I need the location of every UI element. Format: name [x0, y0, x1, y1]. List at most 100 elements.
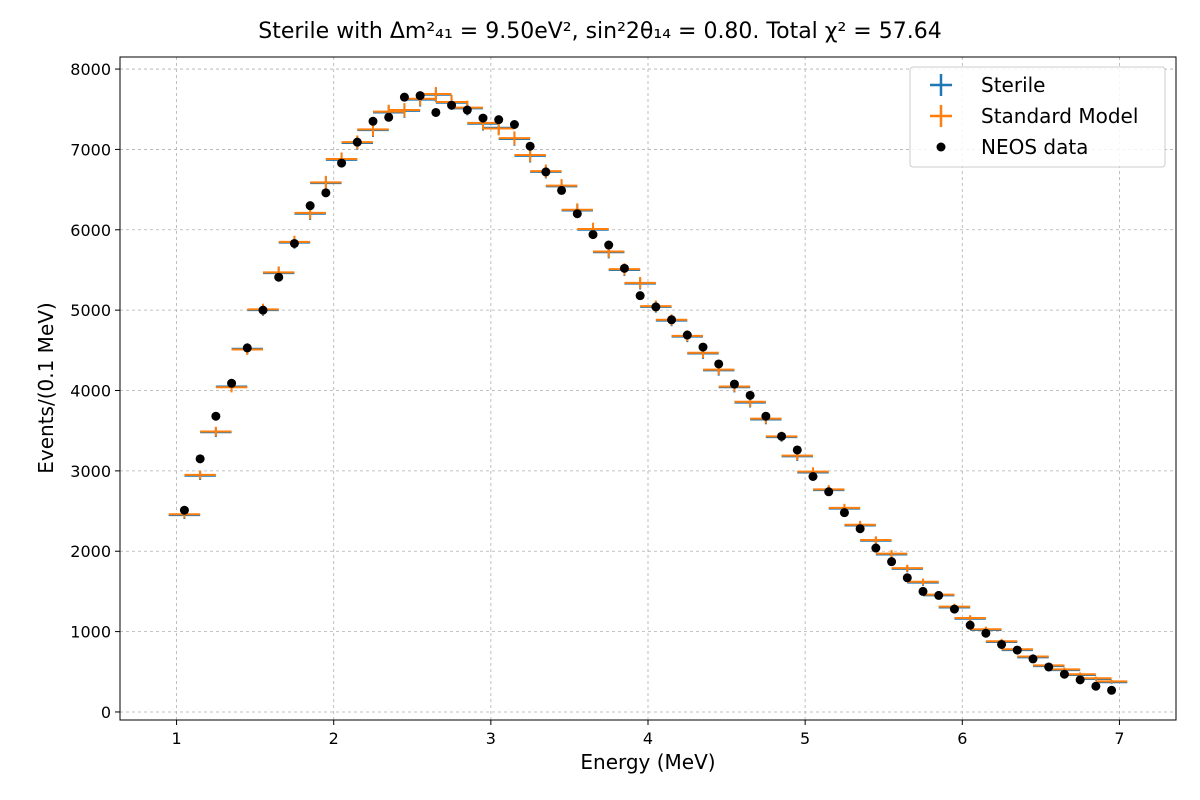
standard-model-point: [907, 578, 939, 586]
neos-data-marker: [305, 201, 315, 211]
neos-data-marker: [667, 315, 677, 325]
x-tick-label: 3: [486, 729, 496, 748]
standard-model-point: [860, 536, 892, 544]
neos-data-marker: [541, 167, 551, 177]
chart-title: Sterile with Δm²₄₁ = 9.50eV², sin²2θ₁₄ =…: [258, 19, 941, 44]
data-marks: [168, 86, 1128, 695]
neos-data-marker: [698, 342, 708, 352]
neos-data-marker: [572, 209, 582, 219]
neos-data-marker: [447, 100, 457, 110]
neos-data-marker: [211, 411, 221, 421]
standard-model-point: [498, 131, 531, 145]
neos-data-marker: [1091, 681, 1101, 691]
neos-data-marker: [635, 291, 645, 301]
x-tick-label: 2: [329, 729, 339, 748]
standard-model-point: [310, 175, 342, 189]
standard-model-point: [388, 103, 421, 117]
y-tick-label: 1000: [70, 623, 111, 642]
y-tick-label: 6000: [70, 221, 111, 240]
neos-data-marker: [965, 620, 975, 630]
neos-data-marker: [384, 112, 394, 122]
y-tick-label: 8000: [70, 60, 111, 79]
neos-data-marker: [227, 378, 237, 388]
neos-data-marker: [1059, 669, 1069, 679]
neos-data-marker: [839, 508, 849, 518]
neos-data-marker: [337, 158, 347, 168]
neos-data-marker: [981, 628, 991, 638]
standard-model-point: [891, 564, 923, 572]
legend-standard-model-label: Standard Model: [981, 104, 1138, 128]
neos-data-marker: [431, 107, 441, 117]
standard-model-point: [184, 470, 216, 480]
neos-data-marker: [714, 359, 724, 369]
neos-data-marker: [887, 557, 897, 567]
neos-data-marker: [918, 586, 928, 596]
standard-model-point: [875, 550, 908, 558]
neos-data-marker: [604, 240, 614, 250]
y-tick-label: 4000: [70, 382, 111, 401]
neos-data-marker: [729, 379, 739, 389]
neos-data-marker: [855, 524, 865, 534]
neos-data-marker: [557, 185, 567, 195]
y-axis-label: Events/(0.1 MeV): [34, 302, 58, 473]
neos-data-marker: [1044, 662, 1054, 672]
neos-data-marker: [478, 113, 488, 123]
neos-data-marker: [588, 230, 598, 240]
standard-model-point: [954, 615, 986, 621]
neos-data-marker: [808, 471, 818, 481]
legend-neos-data-label: NEOS data: [981, 135, 1088, 159]
neos-data-marker: [321, 188, 331, 198]
neos-data-marker: [494, 115, 504, 125]
neos-data-marker: [871, 543, 881, 553]
standard-model-point: [624, 276, 656, 289]
standard-model-point: [1095, 679, 1128, 683]
x-axis-label: Energy (MeV): [580, 750, 715, 774]
neos-data-marker: [934, 590, 944, 600]
neos-data-marker: [1028, 654, 1038, 664]
neos-data-marker: [509, 120, 519, 130]
axis-ticks: 1 2 3 4 5 6 7 0 1000 2000 3000 4000 5000 6000 7000 8000: [70, 60, 1124, 748]
neos-data-marker: [274, 272, 284, 282]
neos-data-marker: [462, 105, 472, 115]
neos-data-marker: [651, 302, 661, 312]
neos-data-marker: [682, 330, 692, 340]
neos-data-marker: [289, 238, 299, 248]
legend-box: [909, 66, 1166, 168]
standard-model-point: [200, 426, 232, 437]
neos-data-marker: [1107, 685, 1117, 695]
neos-data-marker: [525, 141, 535, 151]
neos-data-marker: [242, 343, 252, 353]
y-tick-label: 3000: [70, 462, 111, 481]
neos-data-marker: [258, 305, 268, 315]
neos-data-marker: [761, 411, 771, 421]
neos-data-marker: [997, 639, 1007, 649]
y-tick-label: 2000: [70, 542, 111, 561]
y-tick-label: 7000: [70, 140, 111, 159]
neos-data-marker: [368, 116, 378, 126]
x-tick-label: 7: [1114, 729, 1124, 748]
neos-data-marker: [792, 445, 802, 455]
neos-data-marker: [415, 91, 425, 101]
legend-sterile-label: Sterile: [981, 73, 1045, 97]
y-tick-label: 5000: [70, 301, 111, 320]
neos-data-marker: [824, 487, 834, 497]
neos-data-marker: [745, 390, 755, 400]
neos-data-marker: [902, 573, 912, 583]
legend-neos-data-handle: [936, 142, 946, 152]
x-tick-label: 1: [171, 729, 181, 748]
neos-data-marker: [399, 92, 409, 102]
standard-model-point: [1080, 676, 1112, 680]
legend: Sterile Standard Model NEOS data: [909, 66, 1166, 168]
y-tick-label: 0: [101, 703, 111, 722]
neos-data-marker: [619, 263, 629, 273]
x-tick-label: 6: [957, 729, 967, 748]
neos-data-marker: [179, 505, 189, 515]
neos-data-marker: [352, 137, 362, 147]
neos-data-marker: [949, 604, 959, 614]
neos-data-marker: [1012, 645, 1022, 655]
neos-data-marker: [777, 431, 787, 441]
standard-model-point: [420, 86, 452, 102]
x-tick-label: 4: [643, 729, 653, 748]
x-tick-label: 5: [800, 729, 810, 748]
